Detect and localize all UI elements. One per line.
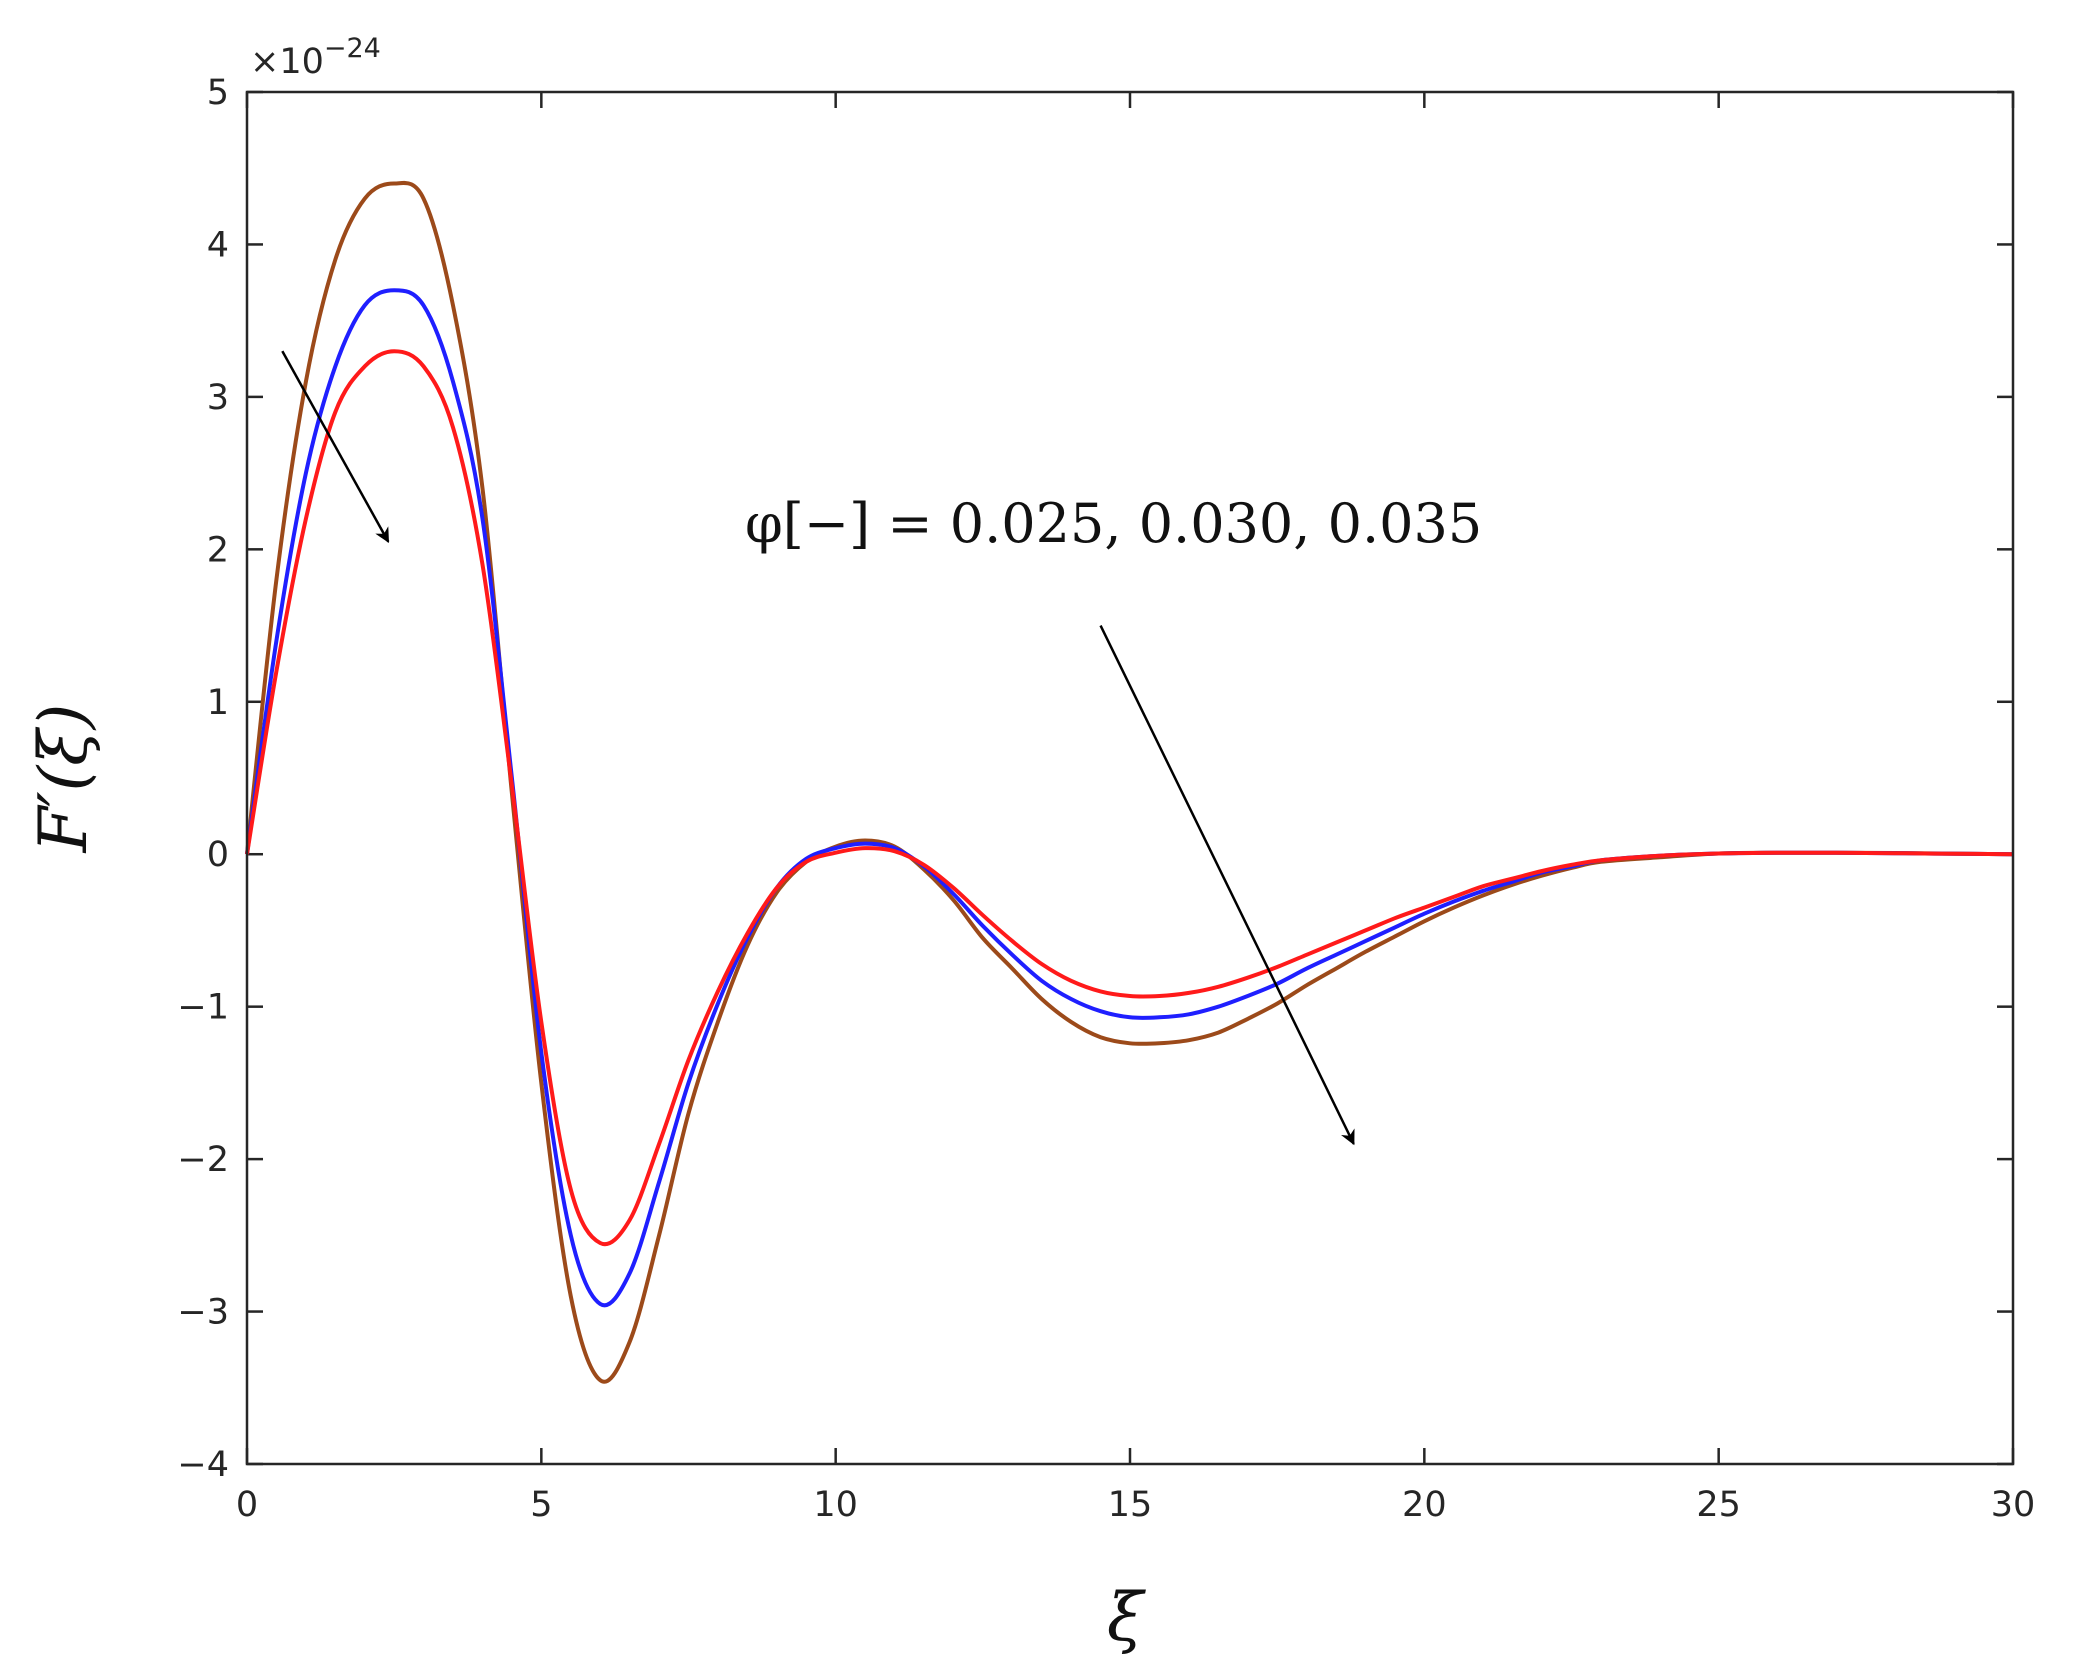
x-tick-label: 30 <box>1991 1485 2036 1525</box>
y-tick-label: 1 <box>207 683 229 723</box>
plot-background <box>247 92 2013 1464</box>
x-tick-label: 20 <box>1402 1485 1447 1525</box>
y-tick-label: −3 <box>177 1293 229 1333</box>
annotation-arrow-1 <box>281 350 390 544</box>
annotation-label: φ[−] = 0.025, 0.030, 0.035 <box>745 492 1482 555</box>
y-tick-label: 4 <box>207 225 229 265</box>
y-tick-label: 5 <box>207 73 229 113</box>
y-tick-label: −2 <box>177 1140 229 1180</box>
tick-group: 0 5 10 15 20 25 30 −4 −3 −2 −1 0 1 2 3 4 5 <box>177 73 2035 1525</box>
arrow-group <box>281 350 1355 1146</box>
y-tick-label: 0 <box>207 835 229 875</box>
x-tick-label: 5 <box>530 1485 552 1525</box>
y-multiplier-exponent-label: ×10−24 <box>250 33 381 82</box>
y-tick-label: −4 <box>177 1445 229 1485</box>
series-group <box>245 180 2014 1384</box>
x-tick-label: 0 <box>236 1485 258 1525</box>
series-line-3 <box>245 349 2014 1247</box>
plot-frame <box>245 90 2015 1466</box>
annotation-arrow-2 <box>1099 625 1355 1146</box>
series-line-2 <box>245 288 2014 1308</box>
y-tick-label: 3 <box>207 378 229 418</box>
x-tick-label: 25 <box>1696 1485 1741 1525</box>
y-multiplier-exponent: −24 <box>324 33 381 64</box>
x-axis-label: ξ <box>1107 1579 1147 1656</box>
x-tick-label: 15 <box>1108 1485 1153 1525</box>
series-line-1 <box>245 180 2014 1384</box>
y-tick-label: 2 <box>207 530 229 570</box>
y-axis-label: F′(ξ) <box>25 704 102 854</box>
x-tick-label: 10 <box>813 1485 858 1525</box>
y-tick-label: −1 <box>177 988 229 1028</box>
